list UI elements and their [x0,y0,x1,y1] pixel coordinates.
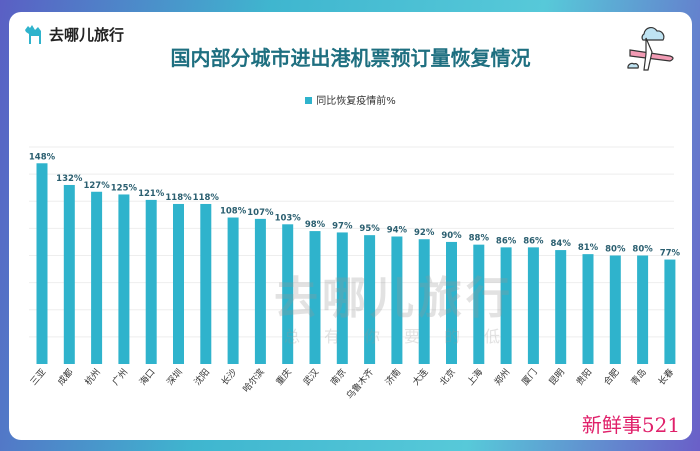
watermark: 去哪儿旅行 [274,273,514,324]
category-label: 广州 [109,366,130,388]
data-label: 118% [165,193,192,203]
camel-icon [25,25,41,44]
data-label: 80% [605,245,626,255]
stamp-watermark: 新鲜事521 [570,406,692,440]
category-label: 深圳 [165,367,185,388]
category-label: 长沙 [219,366,240,388]
category-label: 沈阳 [191,366,212,388]
data-label: 84% [551,239,572,249]
bar [63,184,75,364]
bar [145,199,157,364]
data-label: 86% [496,236,517,246]
bar [637,255,649,364]
category-label: 三亚 [28,367,48,388]
legend: 同比恢复疫情前% [9,92,692,107]
category-label: 合肥 [601,366,622,388]
category-label: 武汉 [301,366,322,388]
data-label: 77% [660,249,681,259]
category-label: 重庆 [273,366,294,388]
category-label: 海口 [137,366,158,388]
bar [227,217,239,364]
bar-chart: 148% 三亚 132% 成都 127% 杭州 125% 广州 121% 海口 118% 深圳 118%… [28,146,681,402]
data-label: 103% [275,213,302,223]
category-label: 上海 [464,366,485,388]
watermark-sub: 总有你要的低 [284,327,525,346]
category-label: 济南 [382,366,403,388]
data-label: 80% [632,245,653,255]
logo-text: 去哪儿旅行 [49,25,125,44]
category-label: 哈尔滨 [240,366,267,394]
bar [200,203,212,364]
data-label: 90% [441,231,462,241]
data-label: 88% [469,234,490,244]
bar [446,241,457,364]
category-label: 厦门 [519,366,540,388]
data-label: 108% [220,207,247,217]
bar [309,231,321,364]
data-label: 132% [56,174,83,184]
data-label: 81% [578,243,599,253]
bar [91,191,103,364]
bar [391,236,403,364]
bar [173,203,184,364]
data-label: 148% [29,152,56,162]
data-label: 86% [523,236,544,246]
legend-swatch [305,97,313,104]
data-label: 127% [83,181,110,191]
chart-title: 国内部分城市进出港机票预订量恢复情况 [170,46,531,70]
category-label: 杭州 [82,366,103,388]
bar [664,259,676,364]
bar [527,247,539,364]
bar [418,239,430,364]
chart-card: 去哪儿旅行 国内部分城市进出港机票预订量恢复情况 同比恢复疫情前% 148% 三亚… [9,12,692,440]
bar [282,224,294,364]
airplane-cloud-icon [627,26,674,71]
category-label: 南京 [328,366,349,388]
bar [254,218,266,364]
data-label: 107% [247,208,274,218]
category-label: 贵阳 [574,366,595,388]
category-label: 长春 [655,366,676,388]
data-label: 94% [387,226,408,236]
data-label: 97% [332,221,353,231]
data-label: 98% [305,220,326,230]
bar [118,194,130,364]
category-label: 乌鲁木齐 [344,366,376,401]
logo: 去哪儿旅行 [23,22,124,46]
category-label: 北京 [437,366,458,388]
bar [500,247,512,364]
bar [582,254,594,364]
data-label: 121% [138,189,165,199]
category-label: 大连 [410,366,431,388]
legend-label: 同比恢复疫情前% [316,96,396,107]
bar [36,163,48,364]
category-label: 成都 [55,366,76,388]
bar [473,244,485,364]
category-label: 郑州 [492,366,513,388]
bar [364,235,376,364]
bar [609,255,621,364]
category-label: 昆明 [547,367,567,388]
data-label: 118% [193,193,220,203]
data-label: 92% [414,228,435,238]
category-label: 青岛 [628,366,649,388]
data-label: 125% [111,183,138,193]
data-label: 95% [359,224,380,234]
bar [336,232,348,364]
bar [555,250,567,364]
